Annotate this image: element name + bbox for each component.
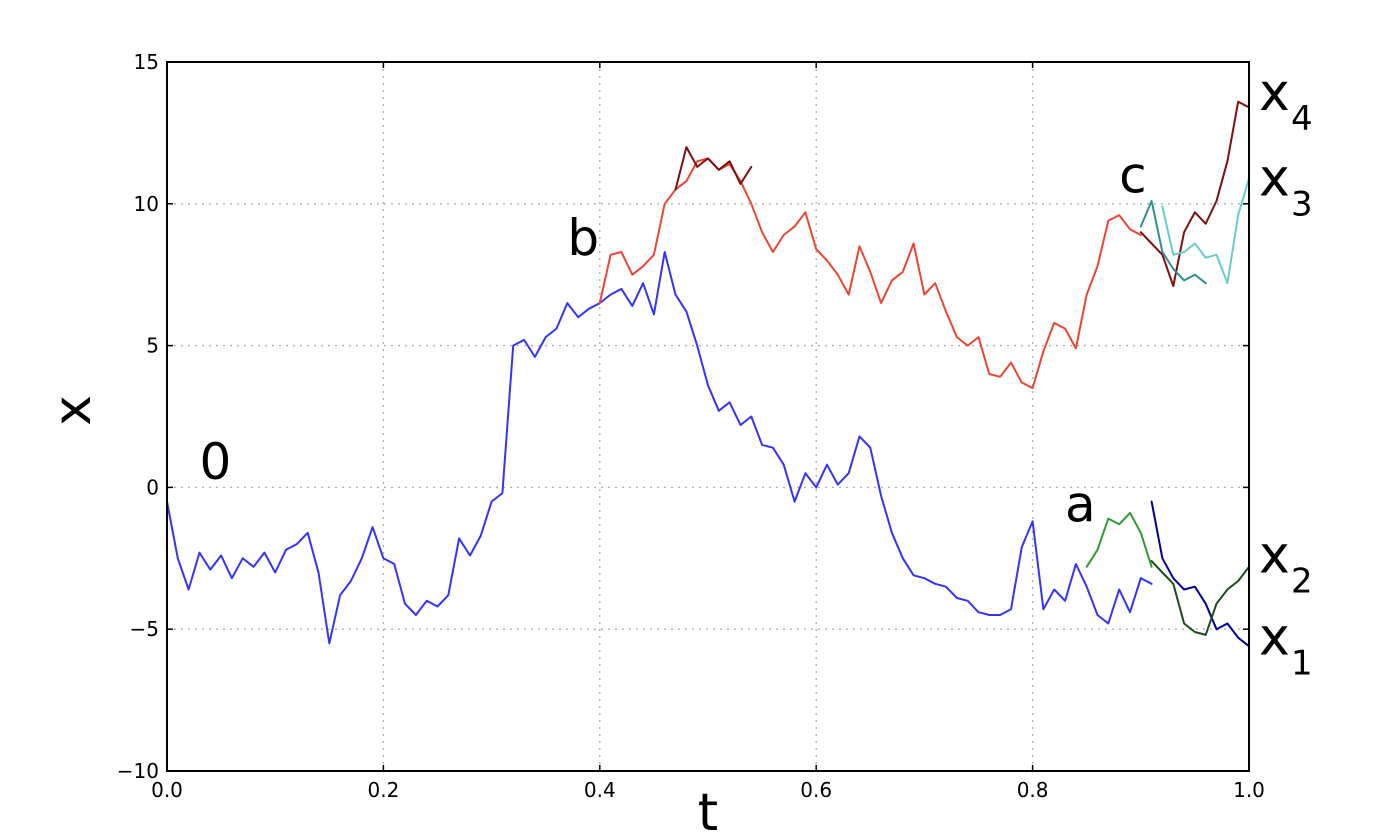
- series-line-2: [1031, 520, 1153, 625]
- end-label-subscript: 1: [1291, 644, 1313, 684]
- y-tick-label: −10: [117, 759, 159, 783]
- series-line-8: [1139, 100, 1250, 287]
- series-line-5: [1150, 560, 1250, 636]
- end-label-base: x: [1259, 63, 1290, 123]
- x-tick-label: 0.6: [800, 778, 832, 802]
- series-line-6: [598, 157, 1142, 390]
- y-tick-labels: −10 −5 0 5 10 15: [117, 50, 1249, 783]
- annotation-label: a: [1065, 475, 1096, 533]
- series-line-3: [1085, 511, 1153, 568]
- series-line-4: [1150, 500, 1250, 648]
- grid: [167, 62, 1249, 771]
- y-tick-label: 5: [146, 334, 159, 358]
- series-line-9: [1139, 200, 1207, 285]
- end-labels: x 4x 3x 2x 1: [1259, 63, 1313, 684]
- y-tick-label: 10: [134, 192, 159, 216]
- end-label-base: x: [1259, 148, 1290, 208]
- x-tick-label: 0.2: [367, 778, 399, 802]
- plot-frame: [166, 61, 1250, 772]
- end-label-subscript: 4: [1291, 99, 1313, 139]
- end-label-subscript: 2: [1291, 561, 1313, 601]
- end-label-base: x: [1259, 608, 1290, 668]
- x-tick-label: 0.8: [1017, 778, 1049, 802]
- annotation-label: c: [1119, 146, 1147, 204]
- x-tick-label: 0.4: [584, 778, 616, 802]
- series-line-7: [674, 146, 753, 191]
- x-tick-labels: 0.0 0.2 0.4 0.6 0.8 1.0: [151, 62, 1265, 802]
- end-label-subscript: 3: [1291, 184, 1313, 224]
- annotation-label: b: [567, 209, 599, 267]
- y-tick-label: 0: [146, 475, 159, 499]
- annotations: 0 a b c: [199, 146, 1146, 533]
- x-axis-label: t: [698, 783, 718, 834]
- end-label-base: x: [1259, 525, 1290, 585]
- y-tick-label: −5: [130, 617, 159, 641]
- series-line-10: [1161, 177, 1250, 285]
- y-axis-label: x: [43, 395, 103, 426]
- series-group: [166, 100, 1250, 648]
- annotation-label: 0: [199, 433, 231, 491]
- y-tick-label: 15: [134, 50, 159, 74]
- x-tick-label: 1.0: [1233, 778, 1265, 802]
- x-tick-label: 0.0: [151, 778, 183, 802]
